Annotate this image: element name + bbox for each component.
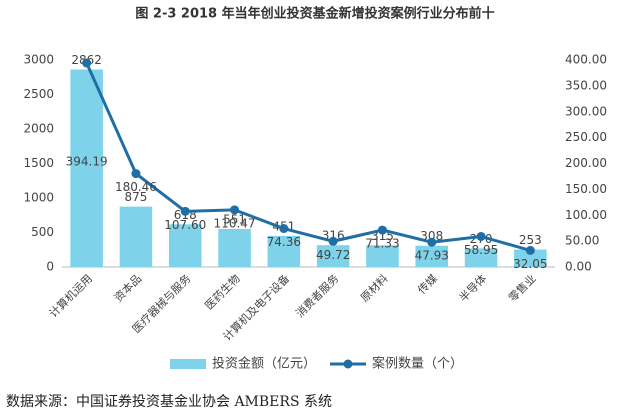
line-value-label: 107.60 [164, 218, 206, 232]
bar-value-label: 875 [124, 190, 147, 204]
y2-tick-label: 0.00 [565, 260, 592, 274]
line-marker [82, 58, 92, 68]
line-marker [377, 225, 387, 235]
y-tick-label: 500 [31, 225, 54, 239]
y2-tick-label: 250.00 [565, 130, 607, 144]
line-value-label: 110.47 [214, 216, 256, 230]
x-tick-label: 传媒 [415, 272, 440, 297]
x-tick-label: 资本品 [111, 271, 144, 304]
y-tick-label: 2000 [23, 122, 54, 136]
source-note: 数据来源：中国证券投资基金业协会 AMBERS 系统 [6, 393, 332, 410]
y2-tick-label: 300.00 [565, 104, 607, 118]
line [85, 62, 531, 252]
legend-label: 投资金额（亿元） [212, 356, 316, 372]
line-value-label: 74.36 [267, 235, 301, 249]
legend-marker [343, 359, 353, 369]
y2-tick-label: 350.00 [565, 78, 607, 92]
line-marker [525, 245, 535, 255]
x-tick-label: 原材料 [357, 271, 390, 304]
line-marker [131, 169, 141, 179]
line-marker [427, 237, 437, 247]
chart-title: 图 2-3 2018 年当年创业投资基金新增投资案例行业分布前十 [135, 6, 494, 22]
bar [514, 249, 547, 267]
bar [119, 206, 153, 267]
x-tick-label: 半导体 [456, 271, 489, 304]
bar [267, 235, 301, 267]
bar [70, 69, 103, 267]
y-tick-label: 1500 [23, 156, 54, 170]
x-tick-label: 医药生物 [202, 271, 243, 312]
bar [415, 245, 449, 267]
y-tick-label: 2500 [23, 87, 54, 101]
line-value-label: 58.95 [464, 243, 498, 257]
y2-tick-label: 100.00 [565, 208, 607, 222]
line-value-label: 394.19 [66, 155, 108, 169]
bar [168, 224, 202, 267]
line-value-label: 47.93 [415, 249, 449, 263]
line-value-label: 32.05 [513, 257, 547, 271]
y-tick-label: 3000 [23, 53, 54, 67]
line-marker [230, 205, 240, 215]
line-marker [328, 236, 338, 246]
bar-value-label: 551 [223, 212, 246, 226]
line-value-label: 71.33 [365, 237, 399, 251]
x-tick-label: 零售业 [505, 271, 538, 304]
y-tick-label: 1000 [23, 191, 54, 205]
legend-swatch [170, 359, 206, 369]
x-tick-label: 计算机运用 [46, 271, 95, 320]
bar [218, 228, 251, 267]
bar [366, 245, 399, 267]
bar [316, 245, 350, 267]
y2-tick-label: 200.00 [565, 156, 607, 170]
bar-value-label: 253 [519, 233, 542, 247]
line-marker [279, 224, 289, 234]
y-tick-label: 0 [46, 260, 54, 274]
y2-tick-label: 50.00 [565, 234, 599, 248]
line-marker [180, 206, 190, 216]
line-value-label: 180.46 [115, 180, 157, 194]
bar [464, 248, 498, 267]
line-marker [476, 231, 486, 241]
legend-label: 案例数量（个） [372, 357, 463, 372]
y2-tick-label: 150.00 [565, 182, 607, 196]
line-value-label: 49.72 [316, 248, 350, 262]
y2-tick-label: 400.00 [565, 53, 607, 67]
x-tick-label: 消费者服务 [293, 271, 342, 320]
